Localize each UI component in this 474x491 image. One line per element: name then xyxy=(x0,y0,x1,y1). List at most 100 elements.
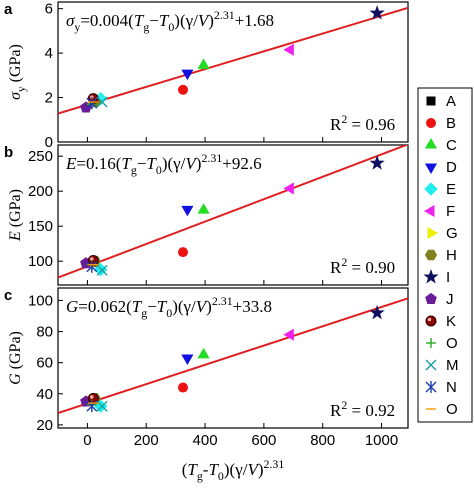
legend-marker xyxy=(424,138,438,149)
marker-shape xyxy=(96,264,108,276)
legend-label: O xyxy=(446,335,458,352)
equation-part: ) xyxy=(196,154,202,173)
y-axis-title: E (GPa) xyxy=(7,189,24,242)
marker-shape xyxy=(425,292,437,304)
marker-shape xyxy=(89,257,94,261)
marker-shape xyxy=(423,268,439,284)
marker-shape xyxy=(197,58,210,69)
y-axis-title-part: (GPa) xyxy=(7,189,24,231)
legend-marker xyxy=(427,226,439,240)
y-tick-label: 6 xyxy=(45,1,53,18)
marker-shape xyxy=(427,317,432,322)
equation-part: σ xyxy=(66,11,75,30)
equation-part: +1.68 xyxy=(235,11,274,30)
equation-part: G xyxy=(66,297,78,316)
marker-shape xyxy=(427,226,439,240)
y-tick-label: 250 xyxy=(28,148,53,165)
marker-shape xyxy=(178,84,188,95)
legend-label: F xyxy=(446,203,455,220)
marker-shape xyxy=(181,354,194,366)
legend-marker xyxy=(423,204,435,218)
panel-label: b xyxy=(4,144,13,161)
legend-marker xyxy=(424,249,438,261)
marker-shape xyxy=(181,69,194,81)
x-tick-label: 600 xyxy=(251,432,276,449)
legend-marker xyxy=(426,338,436,348)
y-tick-label: 2 xyxy=(45,90,53,107)
r-squared-part: = 0.96 xyxy=(347,115,395,134)
y-tick-label: 60 xyxy=(36,355,53,372)
r-squared-part: R xyxy=(330,258,342,277)
equation-part: 0 xyxy=(166,306,172,320)
x-axis-title-part: - xyxy=(203,460,209,479)
point xyxy=(197,347,210,359)
point xyxy=(86,97,98,110)
legend-label: M xyxy=(446,357,459,374)
x-axis-title-part: T xyxy=(208,460,219,479)
equation-part: )(γ/ xyxy=(174,11,198,30)
x-axis-title-part: g xyxy=(197,469,203,483)
equation-part: y xyxy=(74,20,80,34)
r-squared-part: = 0.90 xyxy=(347,258,395,277)
legend-marker xyxy=(426,118,436,128)
equation-part: V xyxy=(185,154,198,173)
x-axis-title-part: T xyxy=(187,460,198,479)
equation-part: V xyxy=(196,297,209,316)
equation-part: − xyxy=(147,297,157,316)
r-squared: R2 = 0.92 xyxy=(330,398,395,420)
point xyxy=(96,264,108,276)
point xyxy=(197,58,210,69)
equation-part: g xyxy=(141,306,147,320)
r-squared-part: R xyxy=(330,115,342,134)
y-tick-label: 4 xyxy=(45,45,53,62)
marker-shape xyxy=(197,347,210,359)
panel-label: c xyxy=(4,287,12,304)
equation-part: )(γ/ xyxy=(172,297,196,316)
y-axis-title-part: E xyxy=(7,231,24,242)
r-squared-part: 2 xyxy=(341,112,347,126)
x-tick-label: 0 xyxy=(83,432,91,449)
equation-part: =0.062( xyxy=(78,297,132,316)
x-axis-title-part: 2.31 xyxy=(264,457,285,471)
marker-shape xyxy=(369,155,385,170)
legend-label: B xyxy=(446,115,456,132)
point xyxy=(369,5,385,20)
point xyxy=(369,304,385,320)
point xyxy=(197,203,210,214)
y-tick-label: 20 xyxy=(36,417,53,434)
legend-marker xyxy=(423,268,439,284)
legend-label: D xyxy=(446,159,457,176)
equation-part: g xyxy=(131,163,137,177)
equation-part: 2.31 xyxy=(212,294,233,308)
point xyxy=(369,155,385,170)
legend-marker xyxy=(426,96,436,106)
y-tick-label: 100 xyxy=(28,253,53,270)
y-axis-title: G (GPa) xyxy=(7,331,24,385)
plot-frame xyxy=(57,144,409,286)
marker-shape xyxy=(425,359,437,371)
legend-label: E xyxy=(446,181,456,198)
r-squared-part: R xyxy=(330,401,342,420)
equation-part: E xyxy=(65,154,77,173)
equation-part: T xyxy=(134,11,145,30)
marker-shape xyxy=(426,118,436,128)
fit-line xyxy=(58,297,408,415)
legend-label: A xyxy=(446,93,456,110)
r-squared: R2 = 0.90 xyxy=(330,255,395,277)
marker-shape xyxy=(283,182,294,195)
y-tick-label: 0 xyxy=(45,134,53,151)
plot-frame xyxy=(57,1,409,143)
equation: G=0.062(Tg−T0)(γ/V)2.31+33.8 xyxy=(66,294,272,320)
y-axis-title: σy (GPa) xyxy=(7,44,28,100)
x-tick-label: 1000 xyxy=(365,432,398,449)
y-tick-label: 100 xyxy=(28,292,53,309)
equation-part: =0.004( xyxy=(80,11,134,30)
point xyxy=(96,400,108,412)
panel-label: a xyxy=(4,1,13,18)
y-axis-title-part: G xyxy=(7,373,24,385)
equation: E=0.16(Tg−T0)(γ/V)2.31+92.6 xyxy=(65,151,262,177)
equation-part: g xyxy=(143,20,149,34)
point xyxy=(178,247,188,258)
legend-marker xyxy=(424,182,438,196)
